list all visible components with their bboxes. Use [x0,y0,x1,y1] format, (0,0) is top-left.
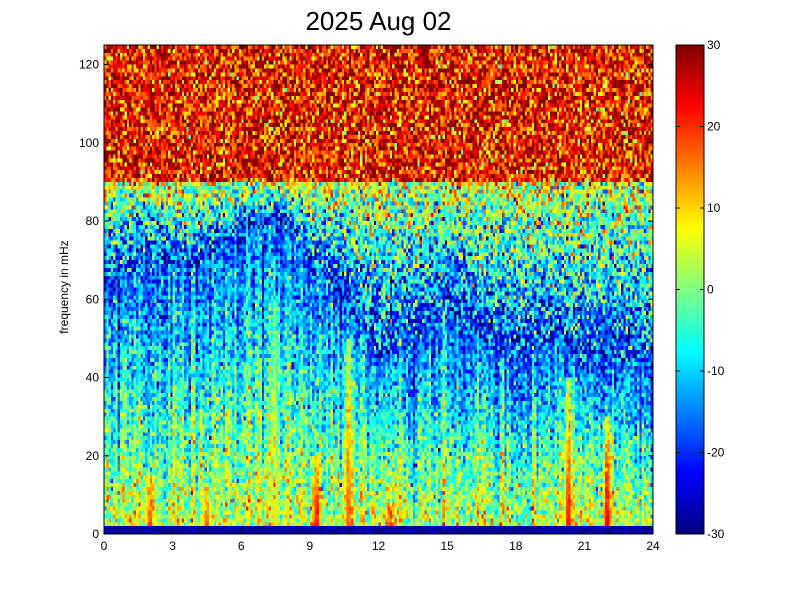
y-tick-label: 0 [92,527,99,541]
heatmap-image [104,45,653,534]
colorbar-tick-label: -20 [707,446,725,460]
colorbar [675,44,705,535]
colorbar-tick-label: 30 [707,38,721,52]
colorbar-tick-label: -30 [707,527,725,541]
y-tick-label: 120 [79,58,99,72]
y-tick-label: 100 [79,136,99,150]
y-tick-label: 20 [86,449,100,463]
y-tick-label: 40 [86,371,100,385]
colorbar-axis: 30 20 10 0 -10 -20 -30 [676,38,725,541]
x-tick-label: 24 [646,539,660,553]
x-tick-label: 3 [169,539,176,553]
y-tick-label: 60 [86,292,100,306]
y-axis: 0 20 40 60 80 100 120 [79,58,653,541]
x-axis: 0 3 6 9 12 15 18 21 24 [101,45,660,553]
x-tick-label: 12 [372,539,386,553]
x-tick-label: 15 [440,539,454,553]
x-tick-label: 18 [509,539,523,553]
chart-title: 2025 Aug 02 [305,6,452,36]
colorbar-tick-label: 10 [707,201,721,215]
colorbar-tick-label: -10 [707,364,725,378]
colorbar-tick-label: 20 [707,120,721,134]
x-tick-label: 21 [578,539,592,553]
x-tick-label: 9 [307,539,314,553]
colorbar-tick-label: 0 [707,283,714,297]
x-tick-label: 0 [101,539,108,553]
x-tick-label: 6 [238,539,245,553]
y-tick-label: 80 [86,214,100,228]
